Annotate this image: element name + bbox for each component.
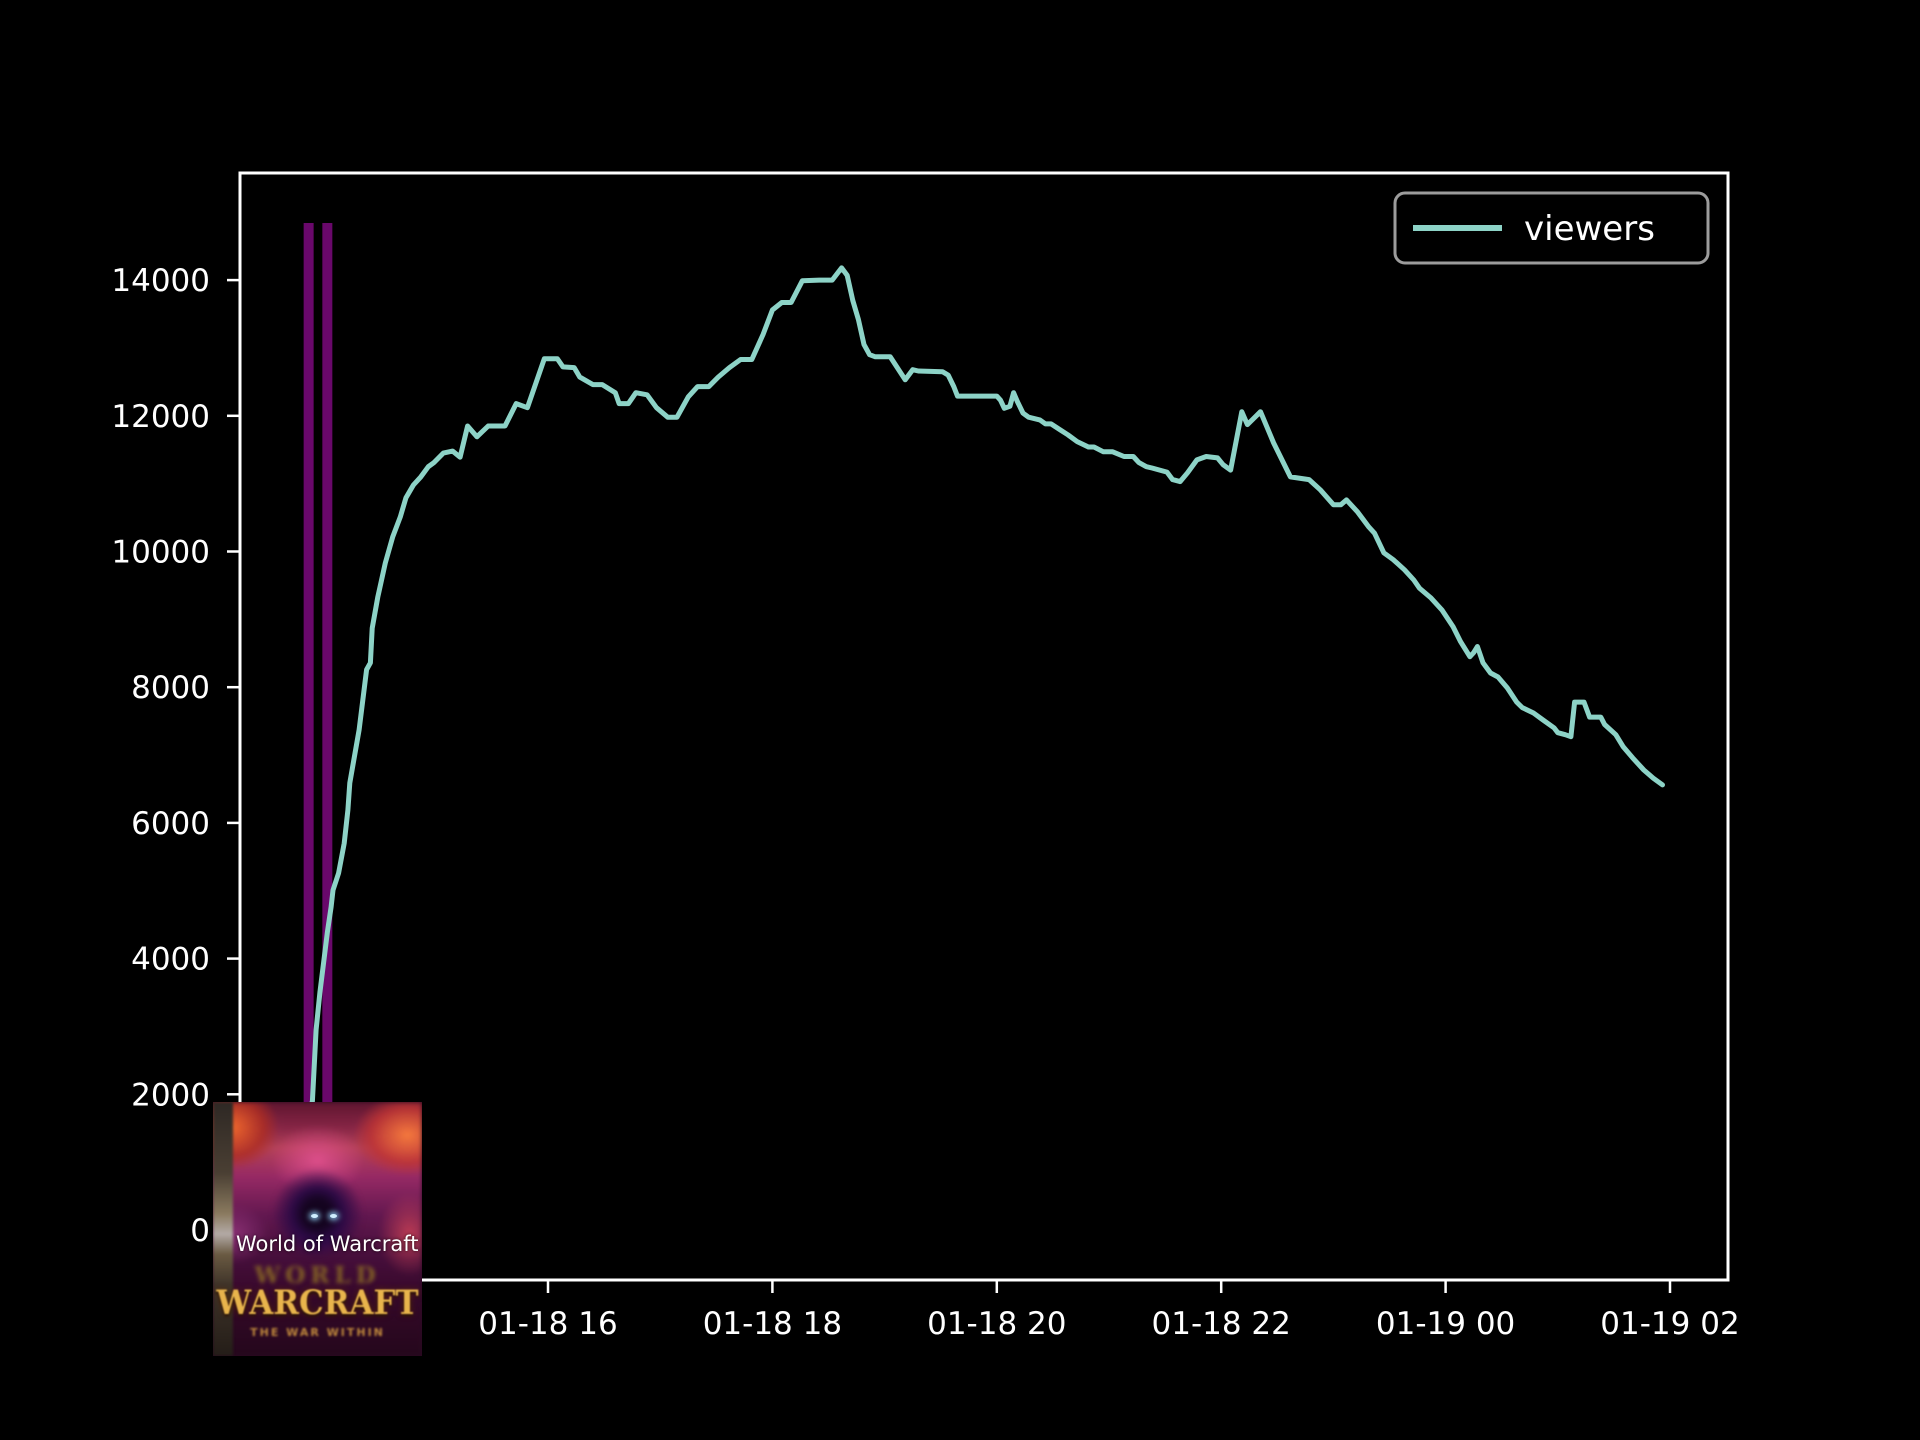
game-cover-art: World of Warcraft WORLD WARCRAFT THE WAR…: [213, 1102, 422, 1356]
y-tick-label: 10000: [111, 535, 210, 571]
game-title-caption: World of Warcraft: [236, 1232, 419, 1256]
legend-label: viewers: [1524, 209, 1655, 249]
cover-left-strip: [213, 1102, 233, 1356]
y-tick-label: 12000: [111, 399, 210, 435]
y-tick-label: 8000: [131, 670, 210, 706]
x-tick-label: 01-19 00: [1376, 1306, 1515, 1342]
x-tick-label: 01-18 22: [1152, 1306, 1291, 1342]
x-tick-label: 01-19 02: [1600, 1306, 1739, 1342]
viewers-line: [302, 265, 1665, 1131]
y-tick-label: 0: [190, 1213, 210, 1249]
glowing-eye-right: [330, 1213, 338, 1218]
y-tick-label: 4000: [131, 942, 210, 978]
x-tick-label: 01-18 16: [478, 1306, 617, 1342]
legend-box: [1393, 191, 1710, 265]
y-tick-label: 2000: [131, 1077, 210, 1113]
wow-logo-world: WORLD: [254, 1262, 381, 1289]
x-tick-label: 01-18 18: [703, 1306, 842, 1342]
wow-logo-subtitle: THE WAR WITHIN: [250, 1326, 385, 1339]
glowing-eye-left: [311, 1213, 319, 1218]
x-tick-label: 01-18 20: [927, 1306, 1066, 1342]
plot-border: [238, 171, 1730, 1282]
hooded-figure: [271, 1168, 364, 1270]
y-tick-label: 6000: [131, 806, 210, 842]
y-tick-label: 14000: [111, 263, 210, 299]
wow-logo-warcraft: WARCRAFT: [216, 1283, 419, 1323]
